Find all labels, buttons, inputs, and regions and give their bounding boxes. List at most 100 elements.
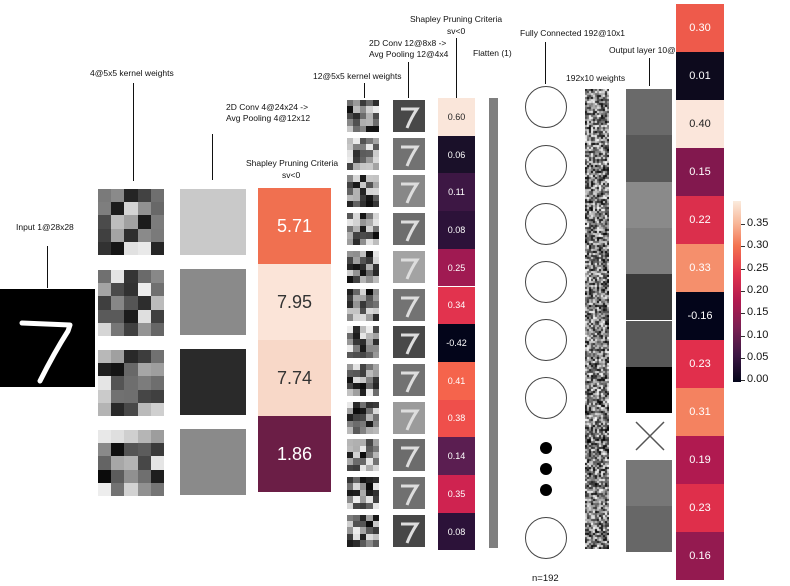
- feature-map12: [393, 401, 425, 434]
- shapley2-label-line1: Shapley Pruning Criteria: [410, 14, 503, 24]
- conv2-pointer: [408, 62, 409, 98]
- output-heat-cell: 0.33: [676, 244, 724, 292]
- output-value: 0.33: [689, 262, 711, 274]
- output-heat-cell: 0.15: [676, 148, 724, 196]
- shapley2-value: 0.08: [447, 224, 466, 235]
- colorbar: [733, 201, 741, 382]
- output-gray-cell: [626, 506, 672, 552]
- fc-neuron: [525, 377, 567, 419]
- fc-neuron: [525, 517, 567, 559]
- output-value: 0.22: [689, 214, 711, 226]
- colorbar-tick-label: 0.35: [747, 217, 769, 229]
- shapley2-cell: 0.60: [438, 98, 475, 136]
- shapley2-value: 0.14: [447, 451, 466, 462]
- output-heat-cell: 0.16: [676, 532, 724, 580]
- fc-neuron: [525, 319, 567, 361]
- output-gray-cell: [626, 89, 672, 136]
- conv1-label-line2: Avg Pooling 4@12x12: [226, 113, 311, 123]
- feature-map12: [393, 326, 425, 359]
- shapley1-value: 5.71: [276, 215, 313, 236]
- feature-map12: [393, 100, 425, 132]
- feature-map12: [393, 439, 425, 472]
- input-digit-image: [0, 289, 95, 387]
- fc-pointer: [545, 42, 546, 84]
- shapley2-cell: 0.38: [438, 399, 475, 438]
- output-value: 0.30: [689, 22, 711, 34]
- n-label: n=192: [532, 573, 559, 584]
- shapley2-pointer: [456, 38, 457, 98]
- kernels4-label: 4@5x5 kernel weights: [90, 68, 174, 78]
- output-pointer: [649, 58, 650, 86]
- output-gray-cell: [626, 460, 672, 506]
- shapley2-value: 0.41: [447, 375, 466, 386]
- shapley1-cell-4: 1.86: [258, 416, 331, 492]
- shapley2-value: 0.34: [447, 300, 466, 311]
- flatten-bar: [489, 98, 498, 548]
- feature-map12: [393, 363, 425, 396]
- colorbar-tick-label: 0.05: [747, 350, 769, 363]
- weights-noise-strip: [585, 89, 609, 549]
- output-value: 0.19: [689, 454, 711, 466]
- conv2-label-line2: Avg Pooling 12@4x4: [369, 49, 449, 59]
- fc-label: Fully Connected 192@10x1: [520, 28, 626, 38]
- input-pointer: [47, 246, 48, 288]
- colorbar-tick-label: 0.15: [747, 306, 769, 319]
- shapley2-value: 0.08: [447, 526, 466, 537]
- colorbar-tick-mark: [741, 335, 745, 337]
- feature-map-4: [180, 429, 246, 495]
- kernel12-grid: [347, 137, 379, 170]
- kernels4-pointer: [133, 83, 134, 181]
- ellipsis-dot: [540, 484, 552, 496]
- feature-map12: [393, 137, 425, 170]
- output-heat-cell: 0.40: [676, 100, 724, 148]
- fc-neuron: [525, 145, 567, 187]
- feature-map12: [393, 213, 425, 246]
- shapley2-cell: -0.42: [438, 324, 475, 362]
- output-heat-cell: 0.31: [676, 388, 724, 436]
- kernel12-grid: [347, 250, 379, 283]
- shapley2-cell: 0.06: [438, 135, 475, 174]
- kernel4-grid-4: [98, 430, 164, 496]
- feature-map12: [393, 250, 425, 283]
- kernel12-grid: [347, 363, 379, 396]
- feature-map-1: [180, 189, 246, 255]
- shapley2-value: 0.11: [448, 187, 465, 198]
- output-value: 0.01: [689, 70, 711, 82]
- feature-map-3: [180, 349, 246, 415]
- output-heat-cell: 0.23: [676, 340, 724, 388]
- feature-map-2: [180, 269, 246, 335]
- shapley1-cell-3: 7.74: [258, 340, 331, 416]
- kernels12-label: 12@5x5 kernel weights: [313, 71, 402, 81]
- output-value: 0.16: [689, 550, 711, 562]
- kernel12-grid: [347, 100, 379, 132]
- shapley2-value: 0.38: [447, 413, 466, 424]
- output-value: 0.23: [689, 502, 711, 514]
- output-value: -0.16: [687, 310, 713, 322]
- shapley1-value: 1.86: [276, 443, 313, 464]
- output-gray-cell: [626, 181, 672, 228]
- colorbar-tick-mark: [741, 246, 745, 248]
- fc-neuron: [525, 203, 567, 245]
- kernels12-pointer: [364, 83, 365, 98]
- kernel12-grid: [347, 326, 379, 359]
- shapley2-cell: 0.25: [438, 248, 475, 287]
- colorbar-tick-mark: [741, 268, 745, 270]
- kernel4-grid-1: [98, 189, 164, 255]
- colorbar-tick-label: 0.00: [747, 373, 769, 386]
- output-value: 0.15: [689, 166, 711, 178]
- colorbar-tick-label: 0.30: [747, 239, 769, 252]
- shapley2-cell: 0.35: [438, 475, 475, 513]
- colorbar-tick-mark: [741, 313, 745, 315]
- shapley2-value: 0.25: [447, 262, 466, 273]
- shapley2-cell: 0.14: [438, 437, 475, 475]
- output-gray-cell: [626, 366, 672, 414]
- shapley2-cell: 0.34: [438, 286, 475, 325]
- ellipsis-dot: [540, 463, 552, 475]
- colorbar-tick-mark: [741, 380, 745, 382]
- weights-label: 192x10 weights: [566, 73, 626, 83]
- fc-neuron: [525, 86, 567, 128]
- conv1-label-line1: 2D Conv 4@24x24 ->: [226, 102, 309, 112]
- feature-map12: [393, 477, 425, 509]
- output-label: Output layer 10@: [609, 45, 676, 55]
- shapley2-cell: 0.08: [438, 211, 475, 249]
